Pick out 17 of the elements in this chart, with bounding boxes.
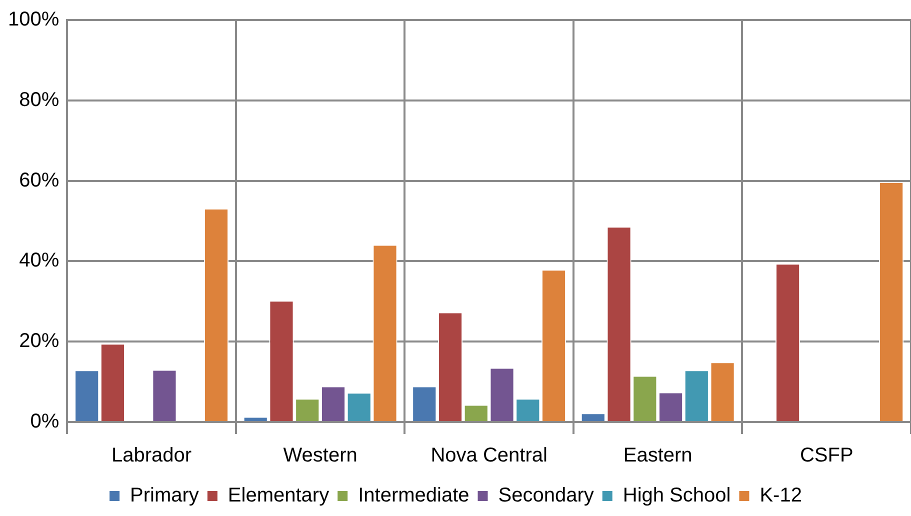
legend-label: Primary (130, 484, 199, 507)
x-tick-label: Nova Central (430, 444, 548, 467)
legend-label: Elementary (228, 484, 330, 507)
y-tick-label: 0% (30, 410, 60, 433)
legend-label: Intermediate (358, 484, 470, 507)
x-tick-label: Eastern (623, 444, 692, 467)
legend-label: Secondary (498, 484, 594, 507)
x-tick-label: CSFP (800, 444, 854, 467)
legend-label: K-12 (760, 484, 802, 507)
y-tick-label: 80% (19, 88, 60, 111)
y-tick-label: 40% (19, 250, 60, 272)
y-tick-label: 60% (19, 169, 60, 192)
y-tick-label: 100% (8, 8, 60, 31)
x-tick-label: Labrador (112, 444, 192, 467)
y-tick-label: 20% (19, 330, 60, 352)
legend-label: High School (622, 484, 731, 507)
x-tick-label: Western (283, 444, 358, 467)
